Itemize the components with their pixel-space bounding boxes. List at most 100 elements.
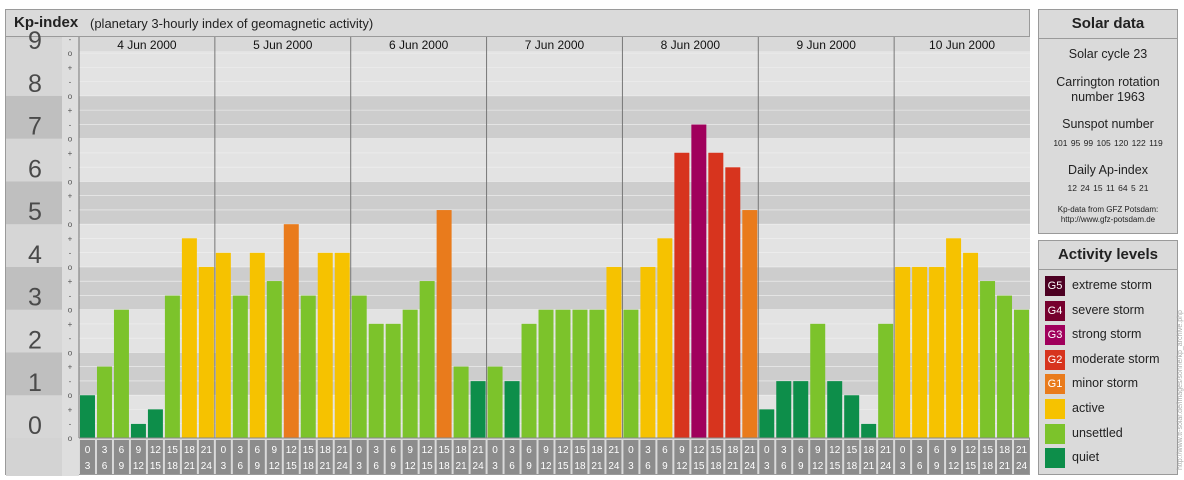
interval-end: 21 — [320, 461, 332, 472]
interval-start: 9 — [543, 445, 549, 456]
sub-tick-label: o — [68, 348, 73, 357]
y-tick-label: 8 — [28, 70, 42, 98]
source-label: Kp-data from GFZ Potsdam: — [1057, 205, 1159, 214]
interval-box — [606, 440, 622, 474]
interval-end: 21 — [456, 461, 468, 472]
interval-start: 6 — [934, 445, 940, 456]
interval-end: 12 — [948, 461, 960, 472]
interval-end: 12 — [405, 461, 417, 472]
interval-start: 9 — [136, 445, 142, 456]
interval-end: 15 — [422, 461, 434, 472]
interval-start: 0 — [85, 445, 91, 456]
sub-tick-label: + — [68, 405, 73, 414]
interval-start: 9 — [815, 445, 821, 456]
kp-bar — [997, 295, 1013, 438]
kp-bar — [402, 309, 418, 438]
kp-bar — [300, 295, 316, 438]
y-band-7 — [6, 95, 62, 139]
kp-bar — [249, 252, 265, 438]
kp-bar — [419, 281, 435, 438]
day-label-strip — [79, 37, 1030, 51]
plot-band-7 — [79, 95, 1030, 139]
interval-end: 12 — [269, 461, 281, 472]
interval-end: 3 — [628, 461, 634, 472]
interval-end: 9 — [255, 461, 261, 472]
interval-end: 21 — [727, 461, 739, 472]
interval-start: 21 — [201, 445, 213, 456]
interval-box — [589, 440, 605, 474]
sub-tick-label: - — [69, 163, 72, 172]
interval-start: 12 — [829, 445, 841, 456]
interval-start: 6 — [119, 445, 125, 456]
interval-start: 18 — [320, 445, 332, 456]
interval-start: 12 — [965, 445, 977, 456]
kp-bar — [147, 409, 163, 438]
interval-box — [1014, 440, 1029, 474]
interval-start: 15 — [303, 445, 315, 456]
kp-bar — [895, 266, 911, 438]
interval-box — [691, 440, 707, 474]
source-link[interactable]: http://www.gfz-potsdam.de — [1060, 215, 1156, 224]
day-label: 8 Jun 2000 — [661, 38, 721, 52]
interval-start: 3 — [102, 445, 108, 456]
kp-bar — [266, 281, 282, 438]
chart-title-bar: Kp-index (planetary 3-hourly index of ge… — [6, 10, 1029, 37]
interval-start: 6 — [390, 445, 396, 456]
kp-bar — [487, 366, 503, 438]
carrington-label: Carrington rotation — [1056, 75, 1160, 89]
y-tick-label: 0 — [28, 412, 42, 440]
interval-end: 21 — [999, 461, 1011, 472]
interval-start: 12 — [150, 445, 162, 456]
interval-end: 9 — [390, 461, 396, 472]
kp-bar — [181, 238, 197, 438]
interval-start: 6 — [255, 445, 261, 456]
activity-swatch: G2 — [1045, 349, 1065, 370]
interval-box — [708, 440, 724, 474]
interval-box — [844, 440, 860, 474]
sub-tick-label: + — [68, 149, 73, 158]
interval-end: 12 — [133, 461, 145, 472]
sub-tick-label: o — [68, 434, 73, 443]
y-tick-label: 2 — [28, 326, 42, 354]
watermark-url: http://www.tt-solar.de/images/sonne/kp_a… — [1177, 310, 1184, 470]
interval-box — [487, 440, 503, 474]
interval-box — [249, 440, 265, 474]
interval-end: 3 — [900, 461, 906, 472]
interval-start: 0 — [221, 445, 227, 456]
kp-bar — [810, 323, 826, 438]
interval-end: 24 — [608, 461, 620, 472]
interval-end: 21 — [591, 461, 603, 472]
interval-end: 15 — [693, 461, 705, 472]
interval-end: 24 — [201, 461, 213, 472]
interval-start: 9 — [951, 445, 957, 456]
sub-tick-label: o — [68, 49, 73, 58]
kp-bar — [776, 381, 792, 438]
activity-label: extreme storm — [1072, 278, 1152, 292]
interval-box — [878, 440, 894, 474]
kp-bar — [113, 309, 129, 438]
interval-start: 15 — [167, 445, 179, 456]
interval-box — [317, 440, 333, 474]
activity-label: active — [1072, 401, 1105, 415]
day-label: 6 Jun 2000 — [389, 38, 449, 52]
kp-bar — [130, 423, 146, 438]
day-label: 9 Jun 2000 — [797, 38, 857, 52]
interval-start: 0 — [764, 445, 770, 456]
kp-bar — [164, 295, 180, 438]
interval-end: 9 — [526, 461, 532, 472]
interval-box — [674, 440, 690, 474]
interval-box — [113, 440, 129, 474]
interval-start: 21 — [1016, 445, 1028, 456]
interval-start: 21 — [608, 445, 620, 456]
kp-bar — [793, 381, 809, 438]
y-band-3 — [6, 266, 62, 310]
kp-bar — [283, 224, 299, 438]
interval-box — [368, 440, 384, 474]
sub-tick-label: - — [69, 334, 72, 343]
interval-start: 3 — [238, 445, 244, 456]
interval-start: 21 — [473, 445, 485, 456]
interval-start: 21 — [744, 445, 756, 456]
interval-box — [300, 440, 316, 474]
interval-box — [283, 440, 299, 474]
